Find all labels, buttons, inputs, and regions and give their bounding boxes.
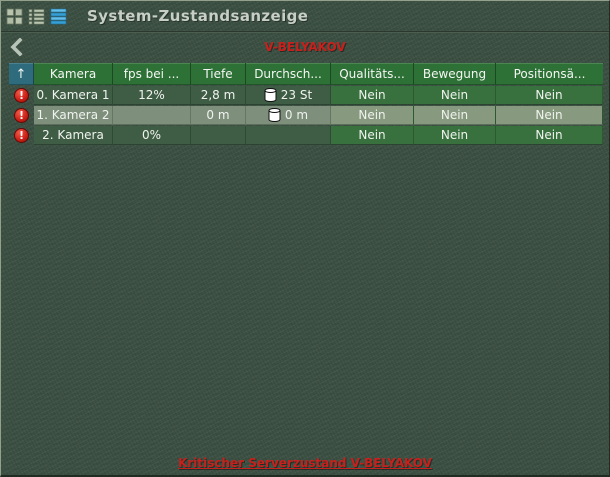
fps-cell: 0%	[113, 126, 191, 145]
durchschnitt-cell: 23 St	[246, 86, 331, 105]
tiles-view-icon[interactable]	[6, 8, 23, 25]
status-bar: Kritischer Serverzustand V-BELYAKOV	[1, 452, 609, 471]
table-row[interactable]: 0. Kamera 1 12% 2,8 m 23 St Nein Nein Ne…	[9, 86, 603, 105]
camera-status-table: ↑ Kamera fps bei ... Tiefe Durchsch... Q…	[9, 63, 603, 145]
fps-cell	[113, 106, 191, 125]
critical-server-status: Kritischer Serverzustand V-BELYAKOV	[178, 456, 432, 470]
sort-column-header[interactable]: ↑	[9, 63, 34, 85]
position-cell: Nein	[496, 86, 603, 105]
durchschnitt-cell: 0 m	[246, 106, 331, 125]
critical-alert-icon	[14, 128, 29, 143]
archive-volume-icon	[268, 108, 281, 122]
column-header-tiefe[interactable]: Tiefe	[191, 63, 246, 85]
fps-cell: 12%	[113, 86, 191, 105]
qualitaet-cell: Nein	[331, 106, 414, 125]
archive-volume-icon	[264, 88, 277, 102]
critical-alert-icon	[14, 108, 29, 123]
row-alert-cell	[9, 106, 34, 125]
durchschnitt-value: 0 m	[284, 108, 309, 122]
details-view-icon[interactable]	[50, 8, 67, 25]
tiefe-cell: 2,8 m	[191, 86, 246, 105]
column-header-durchschnitt[interactable]: Durchsch...	[246, 63, 331, 85]
qualitaet-cell: Nein	[331, 86, 414, 105]
bewegung-cell: Nein	[414, 86, 496, 105]
window-title: System-Zustandsanzeige	[87, 7, 309, 25]
camera-name-cell: 0. Kamera 1	[34, 86, 113, 105]
back-button[interactable]	[8, 38, 26, 56]
table-row[interactable]: 2. Kamera 0% Nein Nein Nein	[9, 126, 603, 145]
bewegung-cell: Nein	[414, 106, 496, 125]
column-header-qualitaet[interactable]: Qualitäts...	[331, 63, 414, 85]
server-title: V-BELYAKOV	[264, 40, 346, 54]
tiefe-cell	[191, 126, 246, 145]
position-cell: Nein	[496, 106, 603, 125]
bewegung-cell: Nein	[414, 126, 496, 145]
row-alert-cell	[9, 126, 34, 145]
durchschnitt-value: 23 St	[280, 88, 313, 102]
column-header-fps[interactable]: fps bei ...	[113, 63, 191, 85]
durchschnitt-cell	[246, 126, 331, 145]
sort-arrow-icon: ↑	[15, 66, 27, 82]
row-alert-cell	[9, 86, 34, 105]
camera-name-cell: 1. Kamera 2	[34, 106, 113, 125]
position-cell: Nein	[496, 126, 603, 145]
list-view-icon[interactable]	[28, 8, 45, 25]
camera-name-cell: 2. Kamera	[34, 126, 113, 145]
sub-header: V-BELYAKOV	[1, 32, 609, 63]
table-header-row: ↑ Kamera fps bei ... Tiefe Durchsch... Q…	[9, 63, 603, 85]
tiefe-cell: 0 m	[191, 106, 246, 125]
column-header-kamera[interactable]: Kamera	[34, 63, 113, 85]
qualitaet-cell: Nein	[331, 126, 414, 145]
column-header-bewegung[interactable]: Bewegung	[414, 63, 496, 85]
column-header-position[interactable]: Positionsä...	[496, 63, 603, 85]
table-row[interactable]: 1. Kamera 2 0 m 0 m Nein Nein Nein	[9, 106, 603, 125]
critical-alert-icon	[14, 88, 29, 103]
title-bar: System-Zustandsanzeige	[1, 1, 609, 32]
